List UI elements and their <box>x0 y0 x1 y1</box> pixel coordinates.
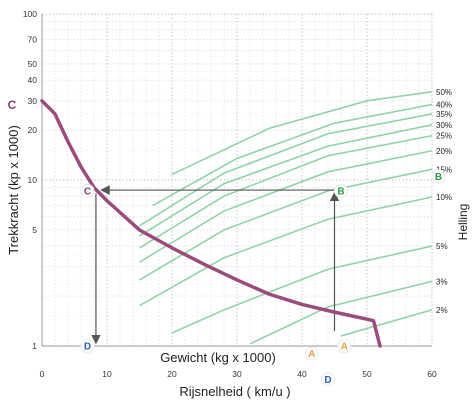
grade-label: 15% <box>436 165 452 174</box>
y-tick-label: 1 <box>32 341 37 351</box>
markers-layer: C C B B D D A A <box>8 98 446 387</box>
tractive-effort-curve <box>40 99 382 348</box>
marker-letter-d: D <box>84 342 91 353</box>
grade-label: 10% <box>436 193 452 202</box>
grade-line-5pct <box>171 245 433 334</box>
marker-badge-b <box>431 169 446 184</box>
marker-letter-c: C <box>84 186 91 197</box>
grade-line-40pct <box>152 103 433 207</box>
weight-axis-title: Gewicht (kg x 1000) <box>160 350 276 365</box>
labels-layer: 50% 40%35% 30% 25% 20% 15% 10% 5% 3% 2% <box>436 88 452 315</box>
grade-line-15pct <box>139 168 433 281</box>
grade-lines <box>139 90 433 345</box>
grade-label: 3% <box>436 277 448 286</box>
x-tick-label: 60 <box>427 369 437 379</box>
marker-badge-c <box>80 183 95 198</box>
grade-label: 25% <box>436 132 452 141</box>
guide-arrows <box>91 185 340 345</box>
marker-letter-b: B <box>435 172 442 183</box>
x-tick-label: 50 <box>362 369 372 379</box>
marker-letter-b: B <box>337 186 344 197</box>
grade-line-2pct <box>340 309 433 337</box>
marker-badge-a <box>304 346 319 361</box>
grade-line-3pct <box>249 280 433 345</box>
y-tick-label: 10 <box>28 175 38 185</box>
marker-letter-d: D <box>324 375 331 386</box>
grade-label: 30% <box>436 121 452 130</box>
grade-line-20pct <box>139 149 433 263</box>
tractive-curve <box>40 99 382 348</box>
grade-label: 5% <box>436 242 448 251</box>
marker-badge-d <box>321 372 335 387</box>
grade-label: 40% <box>436 100 452 109</box>
marker-badge-b <box>334 183 348 198</box>
marker-badge-a <box>337 339 352 353</box>
x-tick-label: 30 <box>232 369 242 379</box>
right-axis-title: Helling <box>456 204 470 241</box>
grade-label: 20% <box>436 147 452 156</box>
grade-line-35pct <box>139 113 433 227</box>
y-tick-label: 70 <box>28 35 38 45</box>
grade-label: 50% <box>436 88 452 97</box>
grade-line-30pct <box>139 124 433 237</box>
x-tick-label: 20 <box>167 369 177 379</box>
y-tick-label: 40 <box>28 75 38 85</box>
y-tick-label: 30 <box>28 96 38 106</box>
x-tick-label: 40 <box>297 369 307 379</box>
y-tick-label: 20 <box>28 125 38 135</box>
x-axis-title: Rijsnelheid ( km/u ) <box>179 384 290 399</box>
y-tick-label: 50 <box>28 59 38 69</box>
x-tick-label: 10 <box>102 369 112 379</box>
marker-letter-a: A <box>341 342 348 353</box>
y-tick-label: 5 <box>32 225 37 235</box>
grade-label: 2% <box>436 306 448 315</box>
grade-line-25pct <box>139 134 433 249</box>
marker-letter-c: C <box>8 98 17 112</box>
marker-badge-d <box>80 339 95 353</box>
grade-line-10pct <box>139 196 433 307</box>
grade-label: 35% <box>436 110 452 119</box>
x-tick-label: 0 <box>40 369 45 379</box>
marker-letter-a: A <box>308 349 315 360</box>
y-tick-label: 100 <box>23 9 37 19</box>
y-axis-title: Trekkracht (kp x 1000) <box>6 125 21 255</box>
grade-line-50pct <box>171 90 433 176</box>
